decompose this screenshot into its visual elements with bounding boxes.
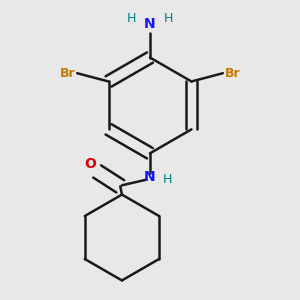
Text: Br: Br bbox=[60, 67, 76, 80]
Text: Br: Br bbox=[224, 67, 240, 80]
Text: O: O bbox=[84, 157, 96, 171]
Text: N: N bbox=[144, 17, 156, 32]
Text: H: H bbox=[164, 13, 173, 26]
Text: H: H bbox=[163, 173, 172, 186]
Text: N: N bbox=[144, 170, 156, 184]
Text: H: H bbox=[127, 13, 136, 26]
